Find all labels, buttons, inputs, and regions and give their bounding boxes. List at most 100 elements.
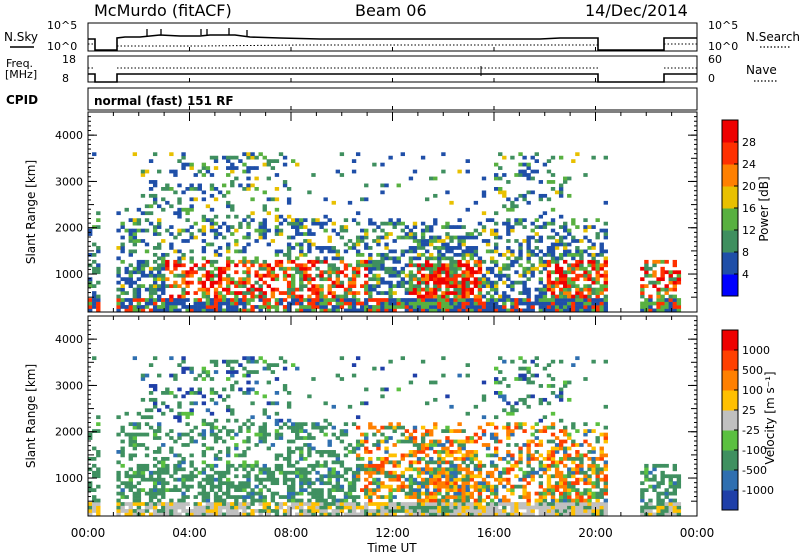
data-cell (213, 252, 219, 257)
data-cell (339, 463, 345, 468)
data-cell (250, 498, 255, 503)
data-cell (392, 259, 397, 264)
data-cell (510, 429, 515, 433)
data-cell (368, 252, 373, 257)
data-cell (201, 197, 207, 202)
data-cell (221, 266, 227, 271)
data-cell (323, 460, 328, 465)
data-cell (343, 266, 349, 271)
data-cell (437, 512, 442, 517)
data-cell (226, 408, 231, 413)
data-cell (457, 446, 462, 451)
data-cell (510, 467, 515, 472)
data-cell (262, 394, 267, 399)
data-cell (331, 200, 336, 205)
data-cell (364, 301, 369, 306)
data-cell (445, 225, 450, 229)
data-cell (209, 512, 215, 517)
data-cell (465, 470, 470, 475)
data-cell (173, 505, 178, 510)
data-cell (189, 474, 194, 479)
data-cell (453, 294, 458, 299)
data-cell (169, 242, 174, 247)
data-cell (173, 284, 178, 288)
data-cell (587, 225, 592, 229)
data-cell (177, 460, 182, 465)
data-cell (550, 495, 556, 499)
colorbar-swatch (722, 164, 738, 187)
data-cell (274, 429, 280, 433)
data-cell (376, 495, 381, 499)
data-cell (522, 502, 527, 506)
data-cell (400, 221, 405, 226)
data-cell (242, 509, 247, 513)
data-cell (96, 505, 101, 510)
data-cell (335, 470, 341, 475)
data-cell (424, 463, 430, 468)
data-cell (335, 284, 341, 288)
data-cell (116, 211, 121, 216)
data-cell (136, 474, 142, 479)
data-cell (116, 301, 121, 306)
data-cell (254, 460, 259, 465)
data-cell (660, 277, 665, 282)
data-cell (575, 456, 580, 461)
data-cell (441, 305, 446, 309)
data-cell (457, 239, 462, 243)
data-cell (380, 277, 385, 282)
data-cell (177, 294, 182, 299)
data-cell (234, 467, 239, 472)
data-cell (355, 453, 361, 458)
data-cell (433, 397, 438, 402)
data-cell (278, 221, 284, 226)
data-cell (473, 456, 479, 461)
data-cell (315, 266, 320, 271)
data-cell (266, 159, 271, 163)
data-cell (152, 384, 158, 388)
data-cell (660, 477, 665, 482)
data-cell (433, 284, 438, 288)
data-cell (518, 460, 523, 465)
data-cell (392, 460, 397, 465)
data-cell (286, 439, 292, 444)
data-cell (327, 291, 332, 295)
data-cell (364, 488, 369, 492)
data-cell (676, 270, 682, 275)
data-cell (144, 305, 150, 309)
data-cell (124, 512, 129, 517)
data-cell (518, 301, 523, 306)
data-cell (412, 284, 418, 288)
data-cell (189, 463, 194, 468)
data-cell (429, 225, 434, 229)
data-cell (599, 509, 604, 513)
data-cell (583, 298, 588, 302)
data-cell (571, 484, 576, 489)
data-cell (408, 432, 414, 437)
data-cell (124, 266, 129, 271)
data-cell (412, 298, 418, 302)
data-cell (388, 294, 393, 299)
data-cell (246, 308, 251, 313)
data-cell (327, 308, 332, 313)
data-cell (384, 252, 389, 257)
data-cell (230, 166, 235, 170)
data-cell (116, 273, 121, 278)
data-cell (412, 232, 418, 236)
data-cell (323, 512, 328, 517)
data-cell (331, 474, 336, 479)
data-cell (429, 239, 434, 243)
data-cell (441, 467, 446, 472)
data-cell (449, 301, 454, 306)
data-cell (412, 467, 418, 472)
data-cell (441, 252, 446, 257)
data-cell (567, 512, 572, 517)
colorbar-swatch (722, 430, 738, 451)
data-cell (148, 308, 154, 313)
data-cell (136, 491, 142, 496)
data-cell (668, 509, 673, 513)
data-cell (303, 225, 308, 229)
data-cell (652, 512, 657, 517)
y-tick-label: 2000 (55, 426, 83, 439)
data-cell (173, 470, 178, 475)
